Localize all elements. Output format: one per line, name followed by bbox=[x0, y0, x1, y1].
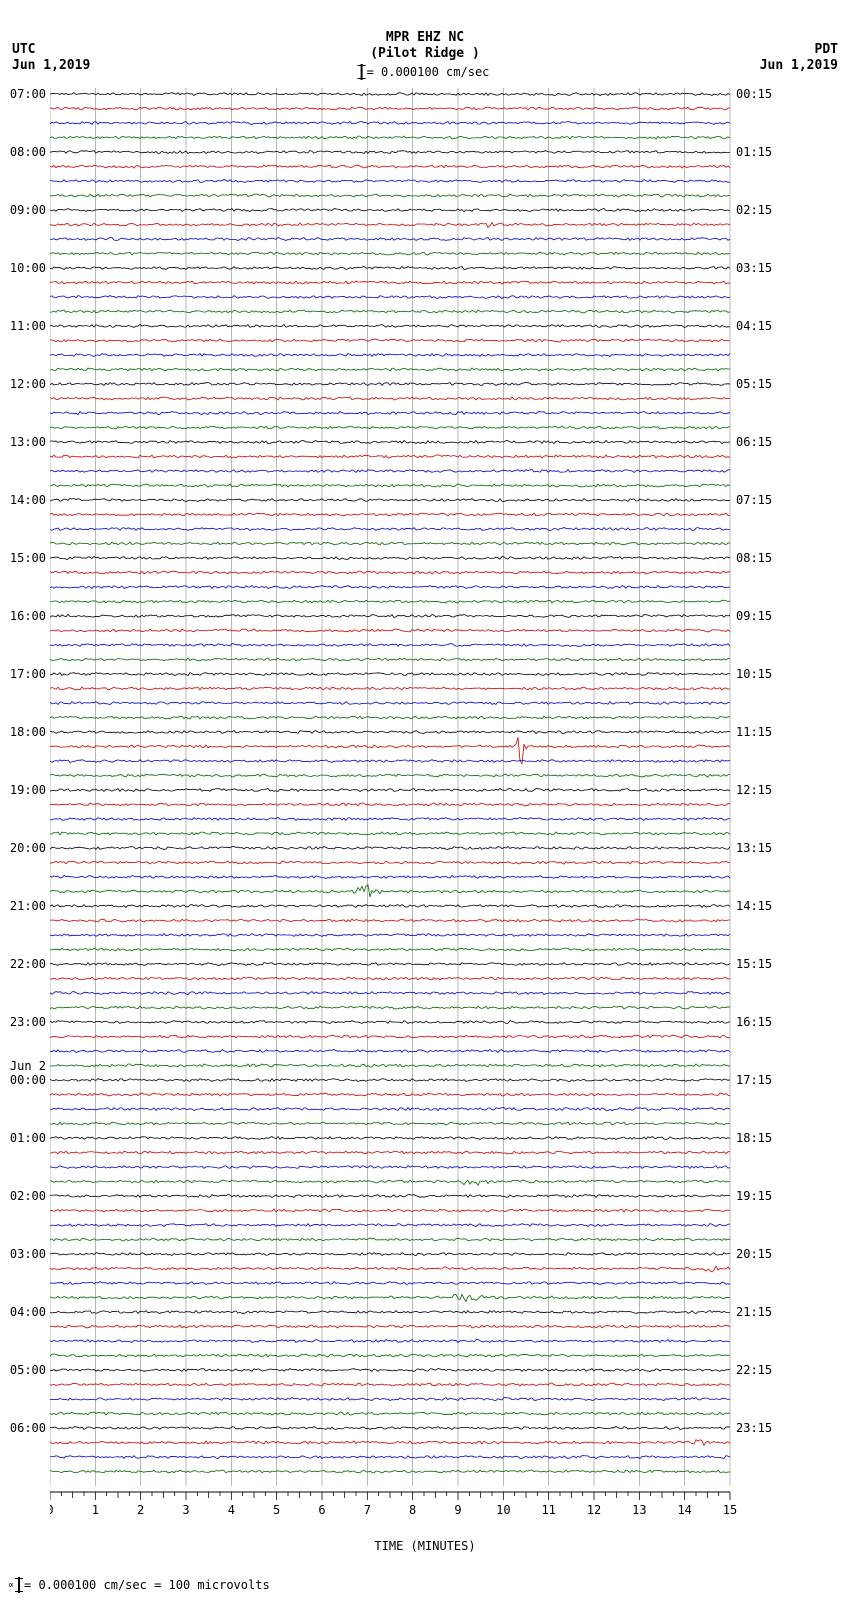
pdt-hour-label: 21:15 bbox=[736, 1305, 772, 1319]
pdt-hour-label: 14:15 bbox=[736, 899, 772, 913]
svg-text:4: 4 bbox=[228, 1503, 235, 1517]
utc-hour-label: 02:00 bbox=[2, 1189, 46, 1203]
pdt-hour-label: 08:15 bbox=[736, 551, 772, 565]
svg-text:10: 10 bbox=[496, 1503, 510, 1517]
pdt-hour-label: 16:15 bbox=[736, 1015, 772, 1029]
svg-text:0: 0 bbox=[50, 1503, 54, 1517]
svg-text:14: 14 bbox=[677, 1503, 691, 1517]
utc-hour-label: 21:00 bbox=[2, 899, 46, 913]
pdt-hour-label: 15:15 bbox=[736, 957, 772, 971]
utc-hour-label: 05:00 bbox=[2, 1363, 46, 1377]
svg-text:1: 1 bbox=[92, 1503, 99, 1517]
utc-hour-label: 11:00 bbox=[2, 319, 46, 333]
svg-text:12: 12 bbox=[587, 1503, 601, 1517]
utc-hour-label: 19:00 bbox=[2, 783, 46, 797]
pdt-hour-label: 01:15 bbox=[736, 145, 772, 159]
utc-hour-label: 15:00 bbox=[2, 551, 46, 565]
pdt-hour-label: 03:15 bbox=[736, 261, 772, 275]
svg-text:5: 5 bbox=[273, 1503, 280, 1517]
pdt-hour-label: 18:15 bbox=[736, 1131, 772, 1145]
x-axis-label: TIME (MINUTES) bbox=[0, 1539, 850, 1553]
pdt-hour-label: 19:15 bbox=[736, 1189, 772, 1203]
scale-bar-icon bbox=[361, 64, 363, 80]
scale-indicator: = 0.000100 cm/sec bbox=[361, 64, 490, 80]
svg-text:8: 8 bbox=[409, 1503, 416, 1517]
svg-text:3: 3 bbox=[182, 1503, 189, 1517]
pdt-hour-label: 10:15 bbox=[736, 667, 772, 681]
utc-hour-label: 23:00 bbox=[2, 1015, 46, 1029]
seismogram-plot: 012345678910111213141507:0000:1508:0001:… bbox=[50, 88, 730, 1508]
station-location: (Pilot Ridge ) bbox=[0, 46, 850, 61]
pdt-hour-label: 17:15 bbox=[736, 1073, 772, 1087]
footer-prefix: ∝ bbox=[8, 1580, 14, 1591]
svg-text:13: 13 bbox=[632, 1503, 646, 1517]
utc-hour-label: 22:00 bbox=[2, 957, 46, 971]
utc-hour-label: 06:00 bbox=[2, 1421, 46, 1435]
footer-text: = 0.000100 cm/sec = 100 microvolts bbox=[24, 1578, 270, 1592]
utc-hour-label: 01:00 bbox=[2, 1131, 46, 1145]
pdt-hour-label: 06:15 bbox=[736, 435, 772, 449]
pdt-hour-label: 12:15 bbox=[736, 783, 772, 797]
pdt-hour-label: 11:15 bbox=[736, 725, 772, 739]
pdt-hour-label: 23:15 bbox=[736, 1421, 772, 1435]
timezone-left: UTC bbox=[12, 42, 35, 57]
seismogram-container: MPR EHZ NC (Pilot Ridge ) = 0.000100 cm/… bbox=[0, 0, 850, 1613]
utc-hour-label: 13:00 bbox=[2, 435, 46, 449]
pdt-hour-label: 04:15 bbox=[736, 319, 772, 333]
pdt-hour-label: 05:15 bbox=[736, 377, 772, 391]
station-id: MPR EHZ NC bbox=[0, 30, 850, 45]
timezone-right: PDT bbox=[815, 42, 838, 57]
svg-text:15: 15 bbox=[723, 1503, 737, 1517]
date-right: Jun 1,2019 bbox=[760, 58, 838, 73]
pdt-hour-label: 20:15 bbox=[736, 1247, 772, 1261]
pdt-hour-label: 02:15 bbox=[736, 203, 772, 217]
svg-text:2: 2 bbox=[137, 1503, 144, 1517]
utc-hour-label: 00:00 bbox=[2, 1073, 46, 1087]
pdt-hour-label: 09:15 bbox=[736, 609, 772, 623]
scale-bar-icon bbox=[18, 1577, 20, 1593]
date-change-marker: Jun 2 bbox=[2, 1059, 46, 1073]
footer-scale-note: ∝ = 0.000100 cm/sec = 100 microvolts bbox=[8, 1577, 270, 1593]
utc-hour-label: 04:00 bbox=[2, 1305, 46, 1319]
pdt-hour-label: 13:15 bbox=[736, 841, 772, 855]
utc-hour-label: 17:00 bbox=[2, 667, 46, 681]
utc-hour-label: 10:00 bbox=[2, 261, 46, 275]
utc-hour-label: 12:00 bbox=[2, 377, 46, 391]
svg-text:6: 6 bbox=[318, 1503, 325, 1517]
pdt-hour-label: 07:15 bbox=[736, 493, 772, 507]
svg-text:7: 7 bbox=[364, 1503, 371, 1517]
utc-hour-label: 16:00 bbox=[2, 609, 46, 623]
pdt-hour-label: 00:15 bbox=[736, 87, 772, 101]
utc-hour-label: 07:00 bbox=[2, 87, 46, 101]
utc-hour-label: 18:00 bbox=[2, 725, 46, 739]
svg-text:9: 9 bbox=[454, 1503, 461, 1517]
utc-hour-label: 08:00 bbox=[2, 145, 46, 159]
scale-text: = 0.000100 cm/sec bbox=[367, 65, 490, 79]
utc-hour-label: 03:00 bbox=[2, 1247, 46, 1261]
pdt-hour-label: 22:15 bbox=[736, 1363, 772, 1377]
utc-hour-label: 09:00 bbox=[2, 203, 46, 217]
date-left: Jun 1,2019 bbox=[12, 58, 90, 73]
svg-text:11: 11 bbox=[541, 1503, 555, 1517]
utc-hour-label: 14:00 bbox=[2, 493, 46, 507]
utc-hour-label: 20:00 bbox=[2, 841, 46, 855]
